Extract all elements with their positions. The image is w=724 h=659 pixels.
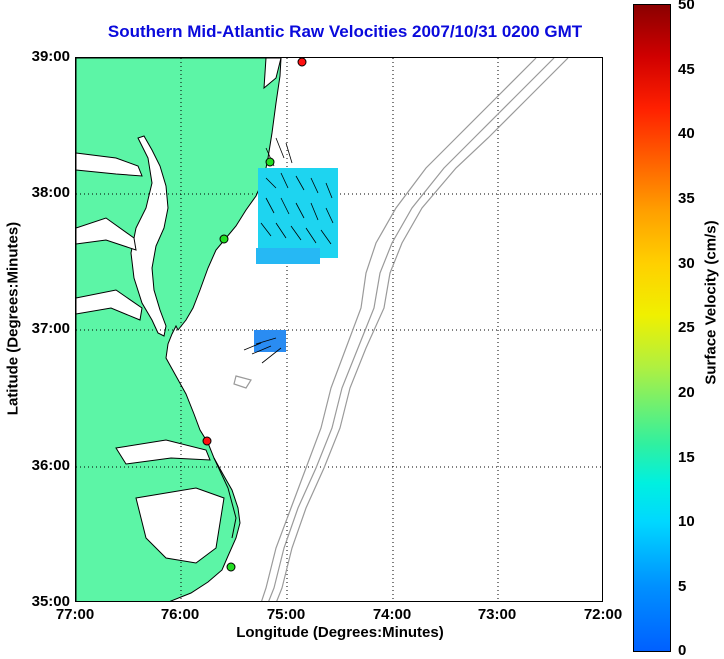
y-tick-label: 36:00: [31, 457, 70, 474]
station-marker: [202, 436, 212, 446]
y-tick-label: 38:00: [31, 184, 70, 201]
station-marker: [297, 58, 307, 67]
grid-lines: [76, 58, 602, 601]
radar-stations: [202, 58, 307, 572]
colorbar-tick-label: 10: [678, 513, 695, 530]
colorbar-tick-label: 0: [678, 642, 687, 659]
map-canvas: [76, 58, 602, 601]
y-tick-label: 35:00: [31, 593, 70, 610]
colorbar-tick-label: 15: [678, 449, 695, 466]
map-title: Southern Mid-Atlantic Raw Velocities 200…: [107, 22, 583, 41]
y-axis-label: Latitude (Degrees:Minutes): [4, 221, 22, 416]
colorbar-tick-label: 40: [678, 125, 695, 142]
x-tick-label: 74:00: [372, 606, 412, 623]
station-marker: [219, 234, 229, 244]
velocity-field-south: [254, 330, 286, 352]
colorbar-tick-label: 35: [678, 190, 695, 207]
x-tick-label: 77:00: [55, 606, 95, 623]
x-axis-label: Longitude (Degrees:Minutes): [236, 624, 444, 641]
colorbar-tick-label: 20: [678, 384, 695, 401]
albemarle-sound: [115, 439, 211, 465]
colorbar-tick-label: 5: [678, 578, 687, 595]
station-marker: [226, 562, 236, 572]
velocity-colorbar: [633, 4, 671, 652]
y-tick-label: 39:00: [31, 48, 70, 65]
colorbar-tick-label: 25: [678, 319, 695, 336]
colorbar-tick-label: 45: [678, 61, 695, 78]
colorbar-label: Surface Velocity (cm/s): [702, 220, 720, 385]
colorbar-tick-label: 30: [678, 255, 695, 272]
x-tick-label: 76:00: [160, 606, 200, 623]
bathymetry-contours: [233, 58, 569, 601]
colorbar-tick-label: 50: [678, 0, 695, 13]
chesapeake-bay: [130, 135, 169, 337]
velocity-vectors: [243, 137, 334, 364]
station-marker: [265, 157, 275, 167]
x-tick-label: 75:00: [266, 606, 306, 623]
map-plot-area[interactable]: [75, 57, 603, 602]
x-tick-label: 73:00: [477, 606, 517, 623]
x-tick-label: 72:00: [583, 606, 623, 623]
y-tick-label: 37:00: [31, 320, 70, 337]
pamlico-sound: [135, 487, 225, 564]
